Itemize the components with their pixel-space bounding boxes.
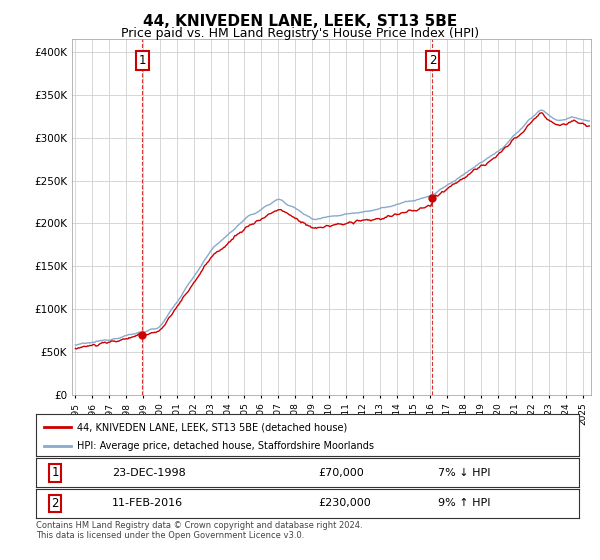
Text: 7% ↓ HPI: 7% ↓ HPI [438,468,490,478]
Text: 2: 2 [51,497,59,510]
Text: Contains HM Land Registry data © Crown copyright and database right 2024.
This d: Contains HM Land Registry data © Crown c… [36,521,362,540]
Text: Price paid vs. HM Land Registry's House Price Index (HPI): Price paid vs. HM Land Registry's House … [121,27,479,40]
Text: 44, KNIVEDEN LANE, LEEK, ST13 5BE: 44, KNIVEDEN LANE, LEEK, ST13 5BE [143,14,457,29]
Text: 9% ↑ HPI: 9% ↑ HPI [438,498,490,508]
Text: 1: 1 [51,466,59,479]
Text: 1: 1 [139,54,146,67]
Text: £70,000: £70,000 [319,468,364,478]
Text: £230,000: £230,000 [319,498,371,508]
Text: 44, KNIVEDEN LANE, LEEK, ST13 5BE (detached house): 44, KNIVEDEN LANE, LEEK, ST13 5BE (detac… [77,422,347,432]
Text: HPI: Average price, detached house, Staffordshire Moorlands: HPI: Average price, detached house, Staf… [77,441,374,451]
Text: 23-DEC-1998: 23-DEC-1998 [112,468,186,478]
Text: 2: 2 [428,54,436,67]
Text: 11-FEB-2016: 11-FEB-2016 [112,498,183,508]
